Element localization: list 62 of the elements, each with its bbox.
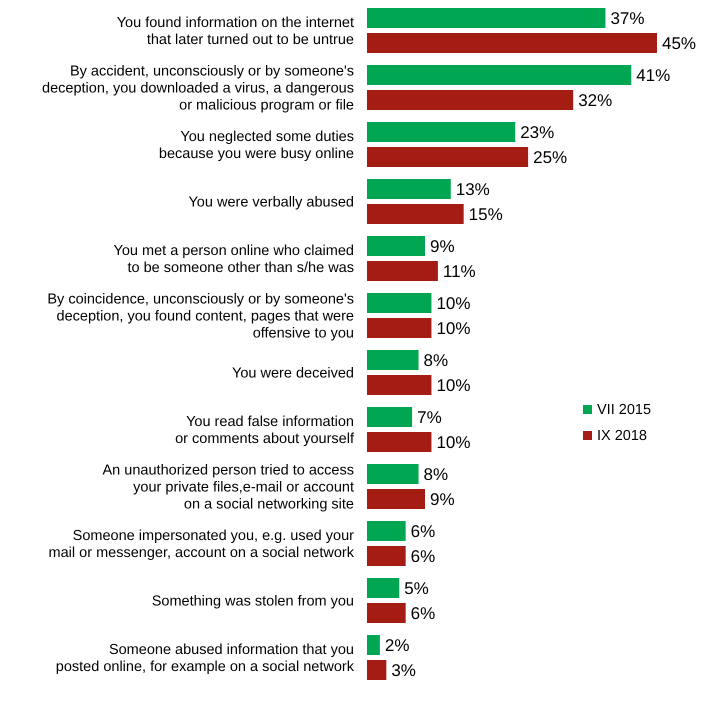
bar [367,90,574,110]
bar [367,407,412,427]
bar [367,464,419,484]
bar [367,660,386,680]
data-label: 3% [391,661,416,680]
data-label: 9% [430,490,455,509]
data-label: 10% [436,319,470,338]
bar [367,350,419,370]
y-tick-label: Something was stolen from you [152,594,354,610]
bar [367,147,528,167]
y-tick-label: Someone abused information that you posted online, for example on a social network [56,642,355,675]
data-label: 8% [424,351,448,370]
bar [367,375,432,395]
data-label: 10% [436,433,470,452]
data-label: 10% [436,294,470,313]
y-tick-label: You were verbally abused [188,194,354,210]
bar [367,546,406,566]
data-label: 13% [456,180,490,199]
data-label: 45% [662,34,696,53]
bar [367,33,657,53]
data-label: 5% [404,579,429,598]
data-label: 6% [410,604,436,623]
data-label: 6% [410,547,436,566]
y-tick-label: You neglected some duties because you were busy online [158,129,354,162]
data-label: 11% [442,262,476,281]
bar [367,578,400,598]
y-tick-label: You were deceived [232,366,354,382]
data-label: 23% [520,123,554,142]
data-label: 9% [430,237,455,256]
bar [367,432,432,452]
y-tick-label: By accident, unconsciously or by someone's deception, you downloaded a virus, a dangerous or malicious program or file [42,64,354,114]
bar [367,293,432,313]
bar [367,179,451,199]
y-tick-label: An unauthorized person tried to access your private files,e-mail or account on a social networking site [102,462,354,512]
data-label: 32% [578,91,612,110]
y-tick-label: By coincidence, unconsciously or by someone's deception, you found content, pages that were offensive to you [47,292,354,342]
bar [367,204,464,224]
bar [367,261,438,281]
data-label: 10% [436,376,470,395]
bar [367,65,632,85]
bar [367,603,406,623]
bar [367,8,606,28]
bar [367,122,516,142]
bar [367,635,380,655]
y-tick-label: Someone impersonated you, e.g. used your mail or messenger, account on a social network [48,528,355,561]
data-label: 8% [424,465,448,484]
bar [367,521,406,541]
data-label: 37% [610,9,644,28]
data-label: 6% [410,522,436,541]
y-tick-label: You read false information or comments about yourself [175,414,355,447]
legend-label: IX 2018 [597,428,647,444]
y-tick-label: You found information on the internet that later turned out to be untrue [116,15,354,48]
y-tick-label: You met a person online who claimed to be someone other than s/he was [114,243,354,276]
bar [367,489,425,509]
legend-label: VII 2015 [597,402,652,418]
data-label: 25% [533,148,568,167]
data-label: 15% [468,205,503,224]
data-label: 7% [417,408,442,427]
bar [367,236,425,256]
data-label: 2% [384,636,410,655]
bar [367,318,432,338]
data-label: 41% [636,66,670,85]
